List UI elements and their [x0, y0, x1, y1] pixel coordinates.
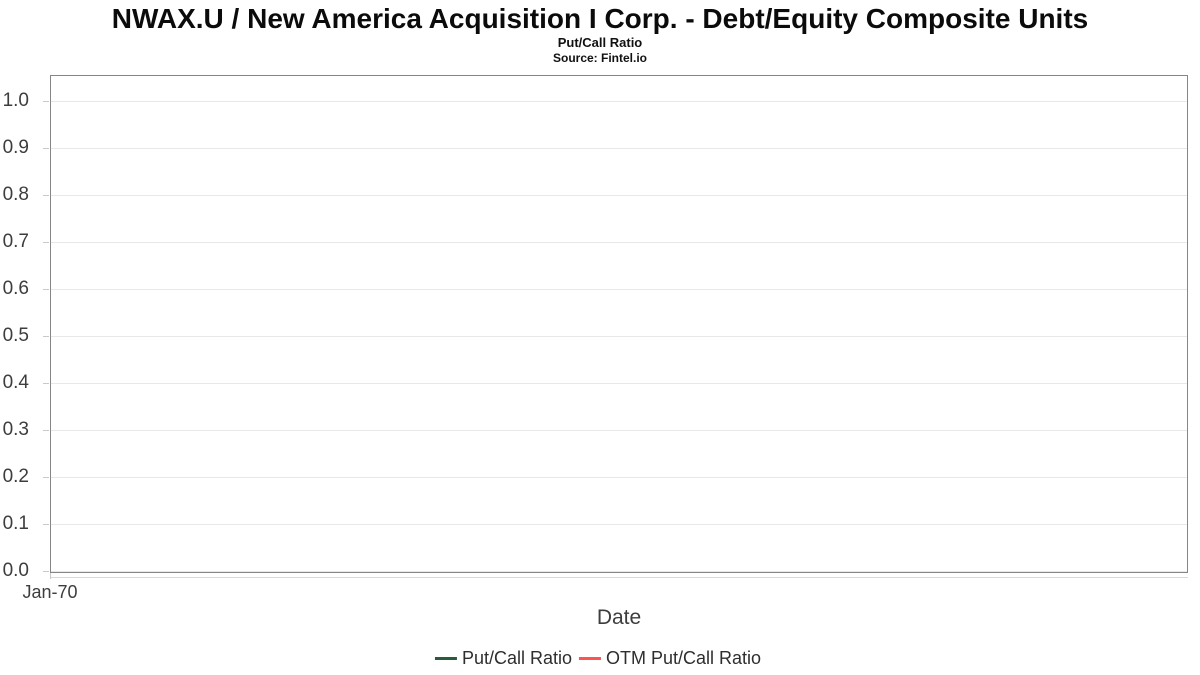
y-tick-mark-1.0	[43, 101, 49, 102]
y-tick-mark-0.5	[43, 336, 49, 337]
y-tick-mark-0.4	[43, 383, 49, 384]
gridline-0.5	[51, 336, 1187, 337]
gridline-0.4	[51, 383, 1187, 384]
y-tick-label-0.0: 0.0	[2, 560, 29, 581]
y-tick-label-1.0: 1.0	[2, 90, 29, 111]
x-tick-label: Jan-70	[22, 582, 78, 602]
y-tick-mark-0.3	[43, 430, 49, 431]
plot-area: 0.0 0.1 0.2 0.3 0.4 0.5 0.6 0.7 0.8 0.9 1.0	[3, 75, 1188, 580]
legend-label: Put/Call Ratio	[461, 648, 573, 668]
y-tick-mark-0.0	[43, 571, 49, 572]
y-tick-mark-0.7	[43, 242, 49, 243]
gridline-0.6	[51, 289, 1187, 290]
y-tick-label-0.9: 0.9	[2, 137, 29, 158]
y-tick-mark-0.8	[43, 195, 49, 196]
legend-item: OTM Put/Call Ratio	[579, 648, 761, 669]
y-tick-label-0.2: 0.2	[2, 466, 29, 487]
y-tick-mark-0.2	[43, 477, 49, 478]
y-tick-label-0.5: 0.5	[2, 325, 29, 346]
gridline-0.7	[51, 242, 1187, 243]
y-tick-mark-0.9	[43, 148, 49, 149]
gridline-1.0	[51, 101, 1187, 102]
y-tick-label-0.1: 0.1	[2, 513, 29, 534]
legend-line-swatch	[434, 657, 457, 660]
chart-title: NWAX.U / New America Acquisition I Corp.…	[111, 3, 1089, 34]
gridline-0.9	[51, 148, 1187, 149]
legend-line-swatch	[579, 657, 602, 660]
x-tick-mark	[50, 573, 51, 579]
gridline-0.8	[51, 195, 1187, 196]
y-tick-label-0.6: 0.6	[2, 278, 29, 299]
y-tick-mark-0.6	[43, 289, 49, 290]
legend: Put/Call Ratio OTM Put/Call Ratio	[434, 648, 761, 669]
x-axis-title: Date	[596, 606, 642, 629]
chart-source: Source: Fintel.io	[552, 51, 647, 65]
y-tick-label-0.4: 0.4	[2, 372, 29, 393]
legend-label: OTM Put/Call Ratio	[606, 648, 762, 668]
legend-item: Put/Call Ratio	[434, 648, 579, 669]
chart-subtitle: Put/Call Ratio	[557, 35, 643, 50]
y-tick-mark-0.1	[43, 524, 49, 525]
y-tick-label-0.8: 0.8	[2, 184, 29, 205]
gridline-0.3	[51, 430, 1187, 431]
x-axis-baseline	[50, 577, 1188, 578]
gridline-0.2	[51, 477, 1187, 478]
y-tick-label-0.7: 0.7	[2, 231, 29, 252]
gridline-0.0	[51, 571, 1187, 572]
y-tick-label-0.3: 0.3	[2, 419, 29, 440]
gridline-0.1	[51, 524, 1187, 525]
